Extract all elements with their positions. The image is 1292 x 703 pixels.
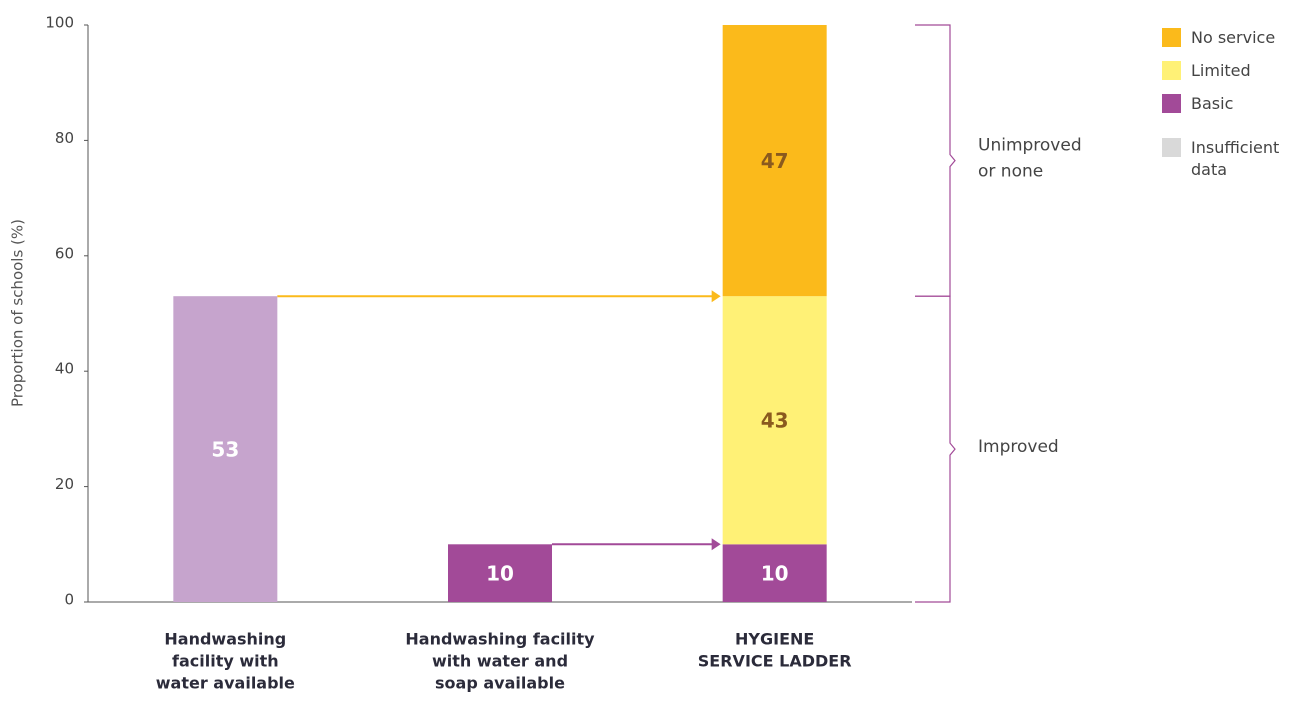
bracket-label: or none <box>978 162 1043 182</box>
value-label: 43 <box>761 409 789 433</box>
value-label: 10 <box>761 562 789 586</box>
x-tick-label: facility with <box>172 652 279 671</box>
bracket-label: Improved <box>978 437 1059 457</box>
legend-swatch <box>1162 138 1181 157</box>
x-tick-label: soap available <box>435 674 565 693</box>
bar <box>722 296 827 545</box>
bracket-label: Unimproved <box>978 136 1082 156</box>
x-tick-label: water available <box>156 674 295 693</box>
value-label: 53 <box>211 438 239 462</box>
x-tick-label: SERVICE LADDER <box>698 652 852 671</box>
y-tick-label: 0 <box>64 591 74 609</box>
legend-item: Limited <box>1162 60 1292 82</box>
x-tick-label: with water and <box>432 652 568 671</box>
y-tick-label: 40 <box>55 360 74 378</box>
bracket <box>915 295 956 603</box>
arrow-head <box>711 290 721 303</box>
legend: No service Limited Basic Insufficient data <box>1162 27 1292 192</box>
x-tick-label: HYGIENE <box>735 630 814 649</box>
legend-label: No service <box>1191 28 1276 47</box>
bracket <box>915 24 956 297</box>
legend-swatch <box>1162 61 1181 80</box>
x-tick-label: Handwashing facility <box>405 630 595 649</box>
y-tick-label: 20 <box>55 475 74 493</box>
value-label: 10 <box>486 562 514 586</box>
value-label: 47 <box>761 149 789 173</box>
legend-item: Insufficient data <box>1162 137 1292 181</box>
y-tick-label: 100 <box>45 14 74 32</box>
y-tick-label: 80 <box>55 129 74 147</box>
arrow-head <box>711 538 721 551</box>
x-tick-label: Handwashing <box>164 630 286 649</box>
legend-swatch <box>1162 94 1181 113</box>
legend-label: Basic <box>1191 94 1234 113</box>
legend-swatch <box>1162 28 1181 47</box>
bar <box>448 544 552 602</box>
y-axis-label: Proportion of schools (%) <box>9 219 27 407</box>
legend-item: No service <box>1162 27 1292 49</box>
bar <box>173 296 278 602</box>
legend-item: Basic <box>1162 93 1292 115</box>
legend-label: Insufficient data <box>1191 138 1280 179</box>
legend-label: Limited <box>1191 61 1251 80</box>
bar <box>722 25 827 297</box>
y-tick-label: 60 <box>55 244 74 262</box>
bar <box>722 544 827 602</box>
